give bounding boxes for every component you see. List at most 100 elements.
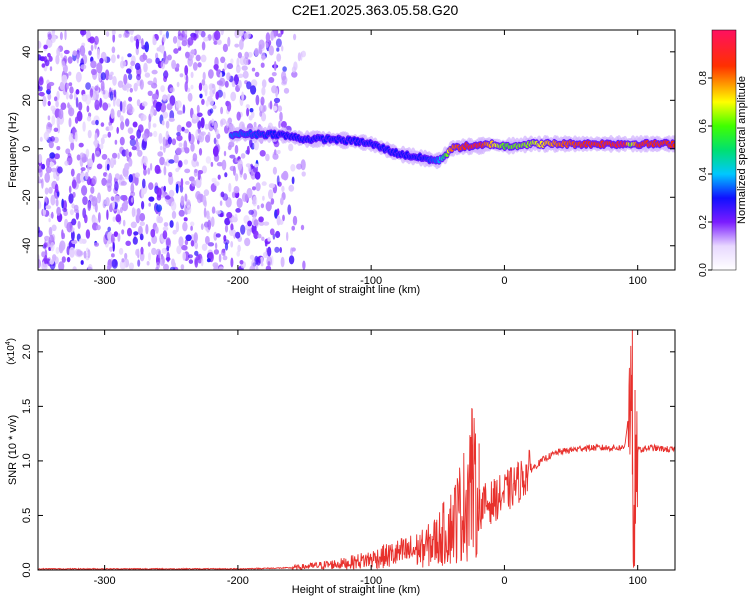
noise-blob <box>69 86 74 94</box>
noise-blob <box>159 156 165 166</box>
noise-blob <box>38 153 43 164</box>
noise-blob <box>68 193 74 204</box>
noise-blob <box>87 201 91 212</box>
noise-blob <box>283 87 290 94</box>
noise-blob <box>240 153 246 159</box>
noise-blob <box>68 185 72 194</box>
noise-blob <box>128 174 133 183</box>
noise-blob <box>49 152 56 159</box>
noise-blob <box>172 36 178 44</box>
noise-blob <box>175 221 180 233</box>
noise-blob <box>213 249 219 255</box>
noise-blob <box>139 79 144 90</box>
noise-blob <box>112 75 117 86</box>
noise-blob <box>56 191 60 197</box>
noise-blob <box>73 91 77 101</box>
noise-blob <box>158 250 161 259</box>
noise-blob <box>252 186 256 191</box>
noise-blob <box>74 131 78 142</box>
noise-blob <box>288 143 294 152</box>
noise-blob <box>211 177 217 183</box>
noise-blob <box>224 224 229 233</box>
noise-blob <box>61 60 66 68</box>
noise-blob <box>68 71 72 76</box>
noise-blob <box>175 183 179 194</box>
noise-blob <box>161 120 165 126</box>
noise-blob <box>200 30 206 38</box>
noise-blob <box>186 204 192 215</box>
noise-blob <box>201 78 206 86</box>
noise-blob <box>55 54 60 65</box>
noise-blob <box>196 193 203 204</box>
noise-blob <box>167 54 172 61</box>
noise-blob <box>236 111 241 121</box>
noise-blob <box>261 55 266 60</box>
noise-blob <box>110 196 115 202</box>
noise-blob <box>127 53 132 58</box>
noise-blob <box>183 159 189 165</box>
noise-blob <box>173 153 179 164</box>
noise-blob <box>96 62 103 74</box>
y-tick-label: 1.5 <box>21 399 33 414</box>
noise-blob <box>178 160 183 168</box>
y-tick-label: -20 <box>21 189 33 205</box>
noise-blob <box>244 51 249 59</box>
noise-blob <box>192 62 198 71</box>
noise-blob <box>82 196 88 206</box>
noise-blob <box>293 33 297 41</box>
x-tick-label: -200 <box>227 575 249 587</box>
noise-blob <box>272 153 279 160</box>
noise-blob <box>46 38 53 48</box>
noise-blob <box>302 260 306 270</box>
noise-blob <box>252 200 256 205</box>
noise-blob <box>65 148 71 155</box>
noise-blob <box>119 260 127 270</box>
noise-blob <box>124 175 130 180</box>
noise-blob <box>95 224 101 231</box>
noise-blob <box>99 143 104 150</box>
snr-series-line <box>38 345 675 570</box>
colorbar-ticks: 0.0 0.2 0.4 0.6 0.8 <box>698 71 712 277</box>
noise-blob <box>243 173 248 180</box>
spectrogram-noise-layer <box>38 30 306 270</box>
noise-blob <box>46 158 50 168</box>
noise-blob <box>187 92 193 102</box>
noise-blob <box>281 185 285 193</box>
noise-blob <box>117 80 124 88</box>
noise-blob <box>257 205 260 210</box>
noise-blob <box>122 61 127 67</box>
noise-blob <box>155 204 163 212</box>
noise-blob <box>268 183 275 189</box>
noise-blob <box>125 148 129 158</box>
noise-blob <box>44 187 49 195</box>
noise-blob <box>270 198 275 205</box>
noise-blob <box>196 112 203 118</box>
noise-blob <box>207 219 212 231</box>
noise-blob <box>164 195 171 200</box>
noise-blob <box>80 30 87 36</box>
colorbar-frame <box>711 29 737 271</box>
colorbar-tick-label: 0.4 <box>698 167 709 181</box>
noise-blob <box>47 33 52 40</box>
noise-blob <box>235 64 241 74</box>
noise-blob <box>279 111 283 122</box>
noise-blob <box>117 54 120 59</box>
noise-blob <box>84 214 88 224</box>
noise-blob <box>126 103 133 114</box>
noise-blob <box>253 230 259 239</box>
noise-blob <box>169 87 175 93</box>
noise-blob <box>96 48 100 60</box>
noise-blob <box>194 258 199 268</box>
noise-blob <box>291 71 298 78</box>
noise-blob <box>39 136 43 142</box>
y-tick-label: 0.0 <box>21 562 33 577</box>
noise-blob <box>267 237 271 242</box>
noise-blob <box>91 196 98 207</box>
noise-blob <box>149 163 153 171</box>
noise-blob <box>66 256 71 263</box>
noise-blob <box>48 141 54 149</box>
colorbar-gradient <box>712 30 736 270</box>
noise-blob <box>261 86 266 96</box>
noise-blob <box>44 59 50 67</box>
y-tick-label: 1.0 <box>21 453 33 468</box>
